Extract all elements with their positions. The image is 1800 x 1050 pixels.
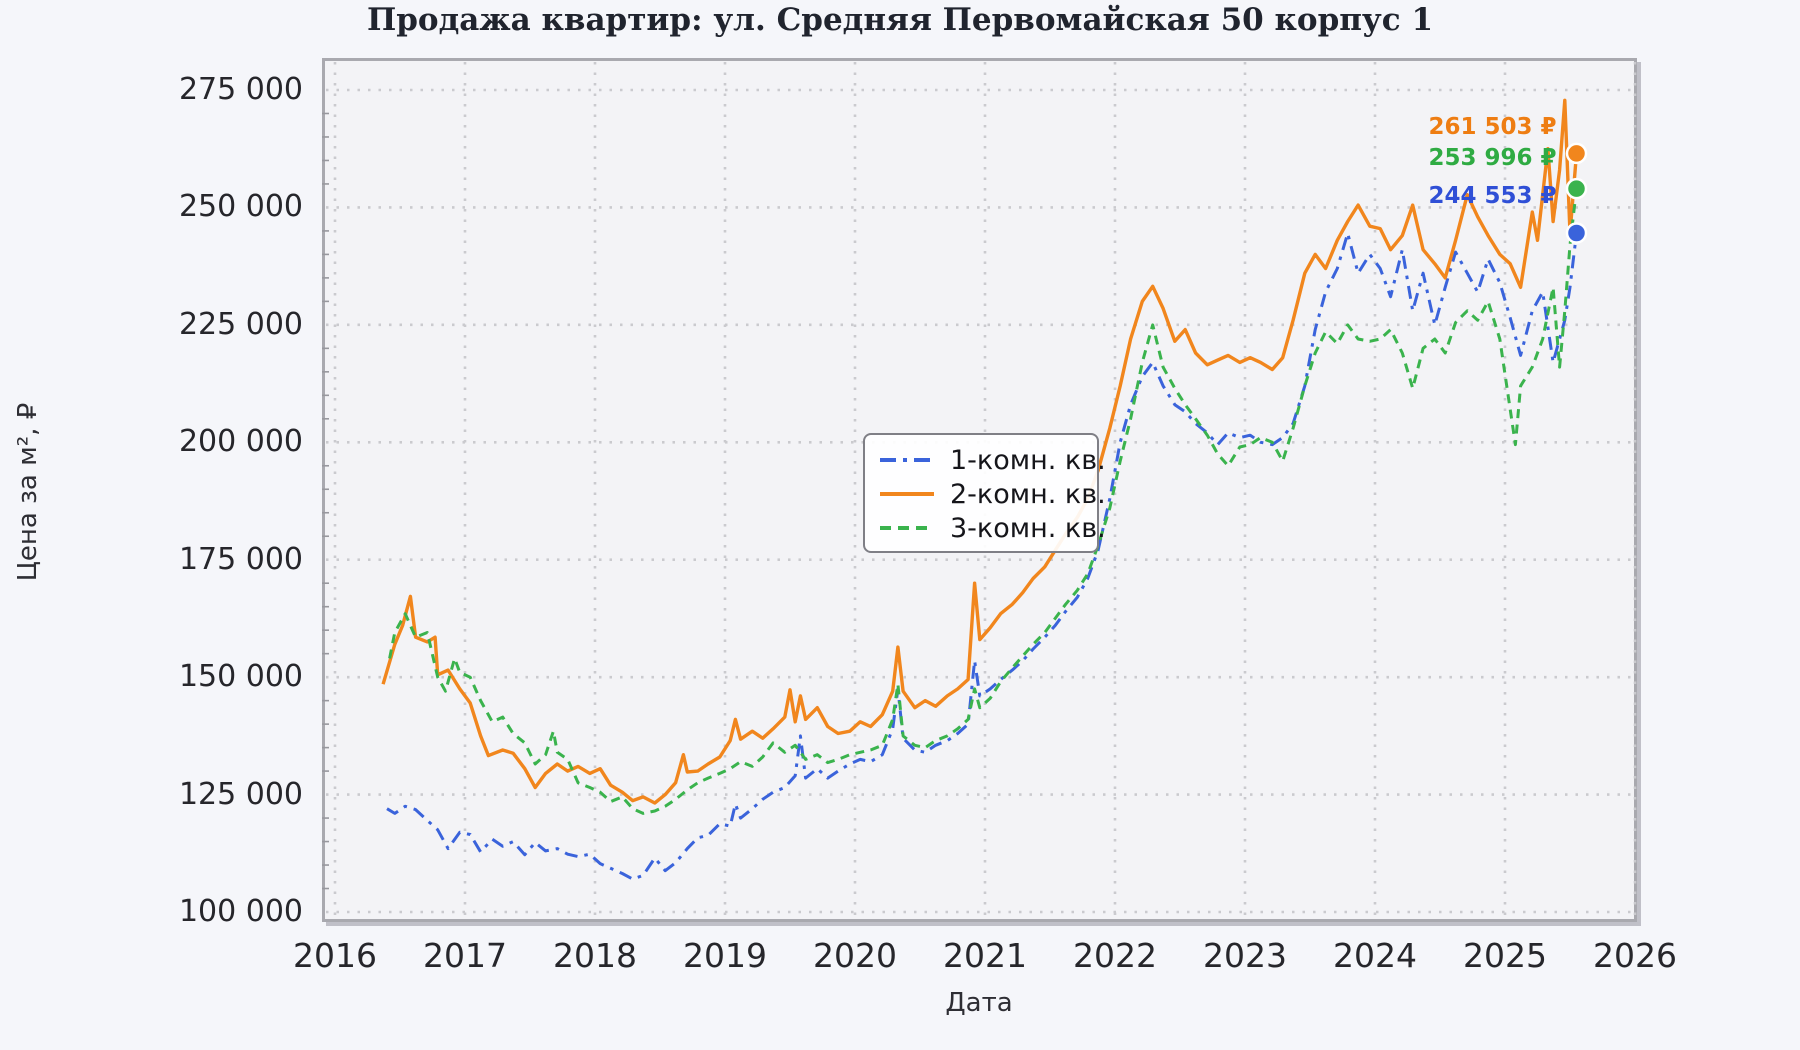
x-tick-label: 2026 bbox=[1593, 936, 1677, 975]
end-value-label-2-room: 261 503 ₽ bbox=[1428, 114, 1557, 141]
y-tick-label: 275 000 bbox=[178, 72, 303, 107]
legend-item-1-room: 1-комн. кв. bbox=[878, 443, 1106, 477]
y-tick-label: 250 000 bbox=[178, 189, 303, 225]
y-tick-label: 100 000 bbox=[178, 894, 303, 929]
x-tick-label: 2024 bbox=[1333, 936, 1417, 975]
series-line-3-room bbox=[388, 188, 1578, 815]
legend-line-1-room-icon bbox=[880, 458, 934, 462]
x-tick-label: 2017 bbox=[423, 936, 507, 975]
y-tick-label: 200 000 bbox=[178, 424, 303, 460]
legend-label-1-room: 1-комн. кв. bbox=[950, 444, 1106, 476]
series-line-2-room bbox=[381, 98, 1579, 805]
x-tick-label: 2016 bbox=[293, 936, 377, 975]
x-tick-label: 2025 bbox=[1463, 936, 1547, 975]
x-tick-label: 2023 bbox=[1203, 936, 1287, 975]
plot-canvas bbox=[322, 62, 1637, 918]
end-value-label-1-room: 244 553 ₽ bbox=[1428, 183, 1557, 210]
legend-label-2-room: 2-комн. кв. bbox=[950, 478, 1106, 510]
x-tick-label: 2022 bbox=[1073, 936, 1157, 975]
x-tick-label: 2020 bbox=[813, 936, 897, 975]
end-marker-1-room bbox=[1565, 222, 1588, 244]
end-value-label-3-room: 253 996 ₽ bbox=[1428, 144, 1557, 171]
chart-title: Продажа квартир: ул. Средняя Первомайска… bbox=[366, 2, 1434, 38]
y-tick-label: 150 000 bbox=[178, 659, 303, 695]
y-tick-label: 125 000 bbox=[178, 776, 303, 812]
x-tick-label: 2021 bbox=[943, 936, 1027, 975]
x-axis-title: Дата bbox=[945, 988, 1013, 1018]
end-marker-3-room bbox=[1565, 177, 1588, 200]
x-tick-label: 2019 bbox=[683, 936, 767, 975]
legend-line-3-room-icon bbox=[880, 526, 934, 530]
y-axis-title: Цена за м², ₽ bbox=[13, 402, 43, 582]
y-tick-label: 225 000 bbox=[178, 306, 303, 342]
legend: 1-комн. кв. 2-комн. кв. 3-комн. кв. bbox=[863, 433, 1106, 553]
y-tick-label: 175 000 bbox=[178, 541, 303, 577]
legend-label-3-room: 3-комн. кв. bbox=[950, 512, 1106, 544]
legend-item-2-room: 2-комн. кв. bbox=[878, 477, 1106, 511]
end-marker-2-room bbox=[1565, 142, 1588, 165]
legend-line-2-room-icon bbox=[880, 492, 934, 496]
x-tick-label: 2018 bbox=[553, 936, 637, 975]
legend-item-3-room: 3-комн. кв. bbox=[878, 511, 1106, 545]
series-line-1-room bbox=[386, 231, 1578, 881]
